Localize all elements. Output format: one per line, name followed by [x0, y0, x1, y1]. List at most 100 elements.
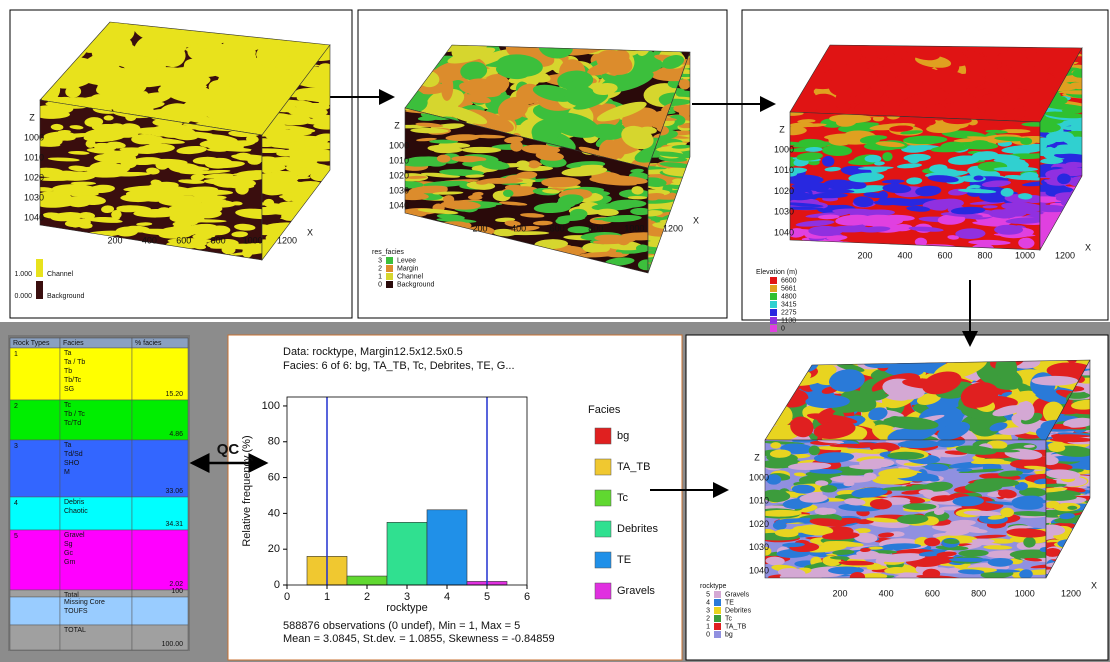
x-tick-label: 800: [977, 250, 992, 260]
z-tick-label: 1000: [774, 144, 794, 154]
legend-label: Gravels: [725, 591, 750, 598]
x-tick-label: 1200: [1061, 588, 1081, 598]
x-tick-label: 4: [444, 591, 450, 603]
rock-type: 5: [14, 533, 18, 540]
x-tick-label: 1200: [1055, 250, 1075, 260]
table-cell: [10, 597, 60, 625]
x-tick-label: 200: [472, 223, 487, 233]
legend-swatch: [770, 301, 777, 308]
legend-swatch: [595, 428, 611, 444]
legend-label: 3415: [781, 301, 797, 308]
facies-patch: [289, 110, 321, 115]
facies: Ta / Tb: [64, 359, 85, 366]
legend-swatch: [386, 257, 393, 264]
legend-swatch: [386, 281, 393, 288]
legend-swatch: [714, 607, 721, 614]
legend-label: Margin: [397, 265, 419, 272]
z-tick-label: 1010: [389, 155, 409, 165]
z-axis-label: Z: [394, 120, 400, 130]
z-axis-label: Z: [29, 112, 35, 122]
legend-swatch: [770, 309, 777, 316]
x-tick-label: 6: [524, 591, 530, 603]
legend-label: bg: [617, 430, 629, 442]
table-header: Facies: [63, 340, 84, 347]
facies-percent: 100.00: [162, 641, 184, 648]
facies: Tb/Tc: [64, 377, 82, 384]
facies: M: [64, 469, 70, 476]
legend-code: 3: [378, 257, 382, 264]
x-tick-label: 600: [550, 223, 565, 233]
facies: Ta: [64, 442, 72, 449]
x-axis-label: X: [307, 227, 313, 237]
legend-swatch: [714, 615, 721, 622]
facies: TOUFS: [64, 608, 88, 615]
bar: [347, 576, 387, 585]
x-tick-label: 800: [971, 588, 986, 598]
x-tick-label: 200: [832, 588, 847, 598]
x-axis-label: X: [1085, 242, 1091, 252]
rock-type: 1: [14, 351, 18, 358]
legend-label: Tc: [617, 492, 629, 504]
cube-face: [745, 437, 1066, 584]
legend-label: 1138: [781, 317, 796, 324]
legend-swatch: [595, 521, 611, 537]
table-header: % facies: [135, 340, 162, 347]
bar: [427, 510, 467, 585]
legend-label: 6600: [781, 277, 797, 284]
legend-label: bg: [725, 631, 733, 638]
legend-swatch: [770, 317, 777, 324]
x-tick-label: 200: [107, 235, 122, 245]
legend-swatch: [386, 265, 393, 272]
x-tick-label: 1000: [1015, 588, 1035, 598]
x-tick-label: 5: [484, 591, 490, 603]
legend-swatch: [36, 281, 43, 299]
legend-label: Gravels: [617, 585, 655, 597]
y-tick-label: 20: [268, 543, 280, 555]
x-tick-label: 800: [588, 223, 603, 233]
legend-title: res_facies: [372, 249, 404, 256]
y-tick-label: 100: [262, 400, 280, 412]
x-tick-label: 0: [284, 591, 290, 603]
x-tick-label: 600: [937, 250, 952, 260]
z-tick-label: 1010: [24, 152, 44, 162]
legend-swatch: [714, 591, 721, 598]
y-tick-label: 80: [268, 436, 280, 448]
legend-swatch: [770, 277, 777, 284]
facies-percent: 2.02: [169, 581, 183, 588]
x-tick-label: 800: [211, 235, 226, 245]
z-tick-label: 1000: [24, 132, 44, 142]
facies-patch: [1067, 506, 1077, 510]
x-tick-label: 1000: [1015, 250, 1035, 260]
legend-code: 0: [378, 281, 382, 288]
z-axis-label: Z: [754, 452, 760, 462]
facies-patch: [289, 162, 320, 167]
legend-title: Facies: [588, 404, 621, 416]
z-tick-label: 1040: [774, 227, 794, 237]
legend-swatch: [714, 599, 721, 606]
z-tick-label: 1030: [389, 185, 409, 195]
legend-label: Channel: [47, 271, 74, 278]
facies-patch: [773, 521, 787, 530]
legend-swatch: [770, 285, 777, 292]
facies-patch: [770, 442, 781, 448]
z-tick-label: 1020: [389, 170, 409, 180]
x-tick-label: 1000: [624, 223, 644, 233]
facies: Tc/Td: [64, 420, 81, 427]
x-tick-label: 2: [364, 591, 370, 603]
facies: Tc: [64, 402, 72, 409]
legend-code: 1.000: [14, 271, 32, 278]
facies: Sg: [64, 541, 73, 548]
facies: Gravel: [64, 532, 85, 539]
table-cell: [10, 625, 60, 650]
table-cell: [132, 597, 188, 625]
facies: SG: [64, 386, 74, 393]
facies: Tb / Tc: [64, 411, 85, 418]
legend-swatch: [714, 623, 721, 630]
legend-label: 2275: [781, 309, 797, 316]
legend-code: 1: [706, 623, 710, 630]
cube-face: [771, 108, 1061, 254]
x-tick-label: 400: [879, 588, 894, 598]
legend-label: 0: [781, 325, 785, 332]
facies-percent: 34.31: [165, 521, 183, 528]
z-tick-label: 1030: [24, 192, 44, 202]
